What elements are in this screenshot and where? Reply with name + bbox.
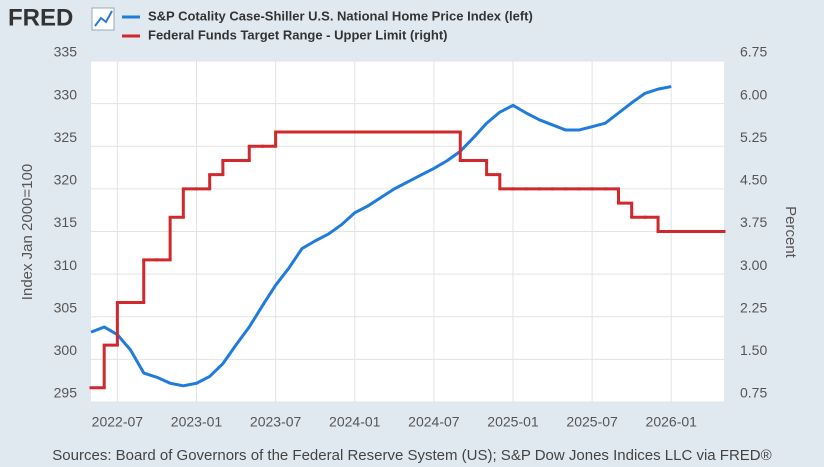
y2-tick-label: 2.25 bbox=[740, 299, 767, 315]
y-tick-label: 315 bbox=[54, 214, 78, 230]
y2-tick-label: 4.50 bbox=[740, 172, 767, 188]
y2-tick-label: 5.25 bbox=[740, 129, 767, 145]
y-tick-label: 300 bbox=[54, 342, 78, 358]
x-tick-label: 2023-07 bbox=[250, 414, 302, 430]
y2-tick-label: 3.00 bbox=[740, 257, 767, 273]
y2-tick-label: 3.75 bbox=[740, 214, 767, 230]
y-tick-label: 320 bbox=[54, 172, 78, 188]
x-tick-label: 2024-07 bbox=[408, 414, 460, 430]
x-tick-label: 2025-01 bbox=[487, 414, 539, 430]
y-tick-label: 325 bbox=[54, 129, 78, 145]
legend-label: S&P Cotality Case-Shiller U.S. National … bbox=[148, 8, 533, 23]
y2-tick-label: 0.75 bbox=[740, 385, 767, 401]
y-tick-label: 335 bbox=[54, 44, 78, 60]
x-tick-label: 2025-07 bbox=[566, 414, 618, 430]
y-axis-title: Index Jan 2000=100 bbox=[19, 164, 36, 300]
x-tick-label: 2026-01 bbox=[646, 414, 698, 430]
x-tick-label: 2023-01 bbox=[171, 414, 223, 430]
y-tick-label: 330 bbox=[54, 86, 78, 102]
logo-icon bbox=[91, 7, 115, 31]
legend-label: Federal Funds Target Range - Upper Limit… bbox=[148, 27, 448, 42]
y2-tick-label: 6.75 bbox=[740, 44, 767, 60]
y2-tick-label: 1.50 bbox=[740, 342, 767, 358]
y-tick-label: 295 bbox=[54, 385, 78, 401]
line bbox=[90, 85, 672, 388]
source: Sources: Board of Governors of the Feder… bbox=[52, 447, 771, 464]
x-tick-label: 2022-07 bbox=[92, 414, 144, 430]
y2-tick-label: 6.00 bbox=[740, 86, 767, 102]
y2-axis-title: Percent bbox=[782, 206, 799, 259]
y-tick-label: 305 bbox=[54, 299, 78, 315]
logo: FRED bbox=[8, 4, 73, 31]
y-tick-label: 310 bbox=[54, 257, 78, 273]
x-tick-label: 2024-01 bbox=[329, 414, 381, 430]
